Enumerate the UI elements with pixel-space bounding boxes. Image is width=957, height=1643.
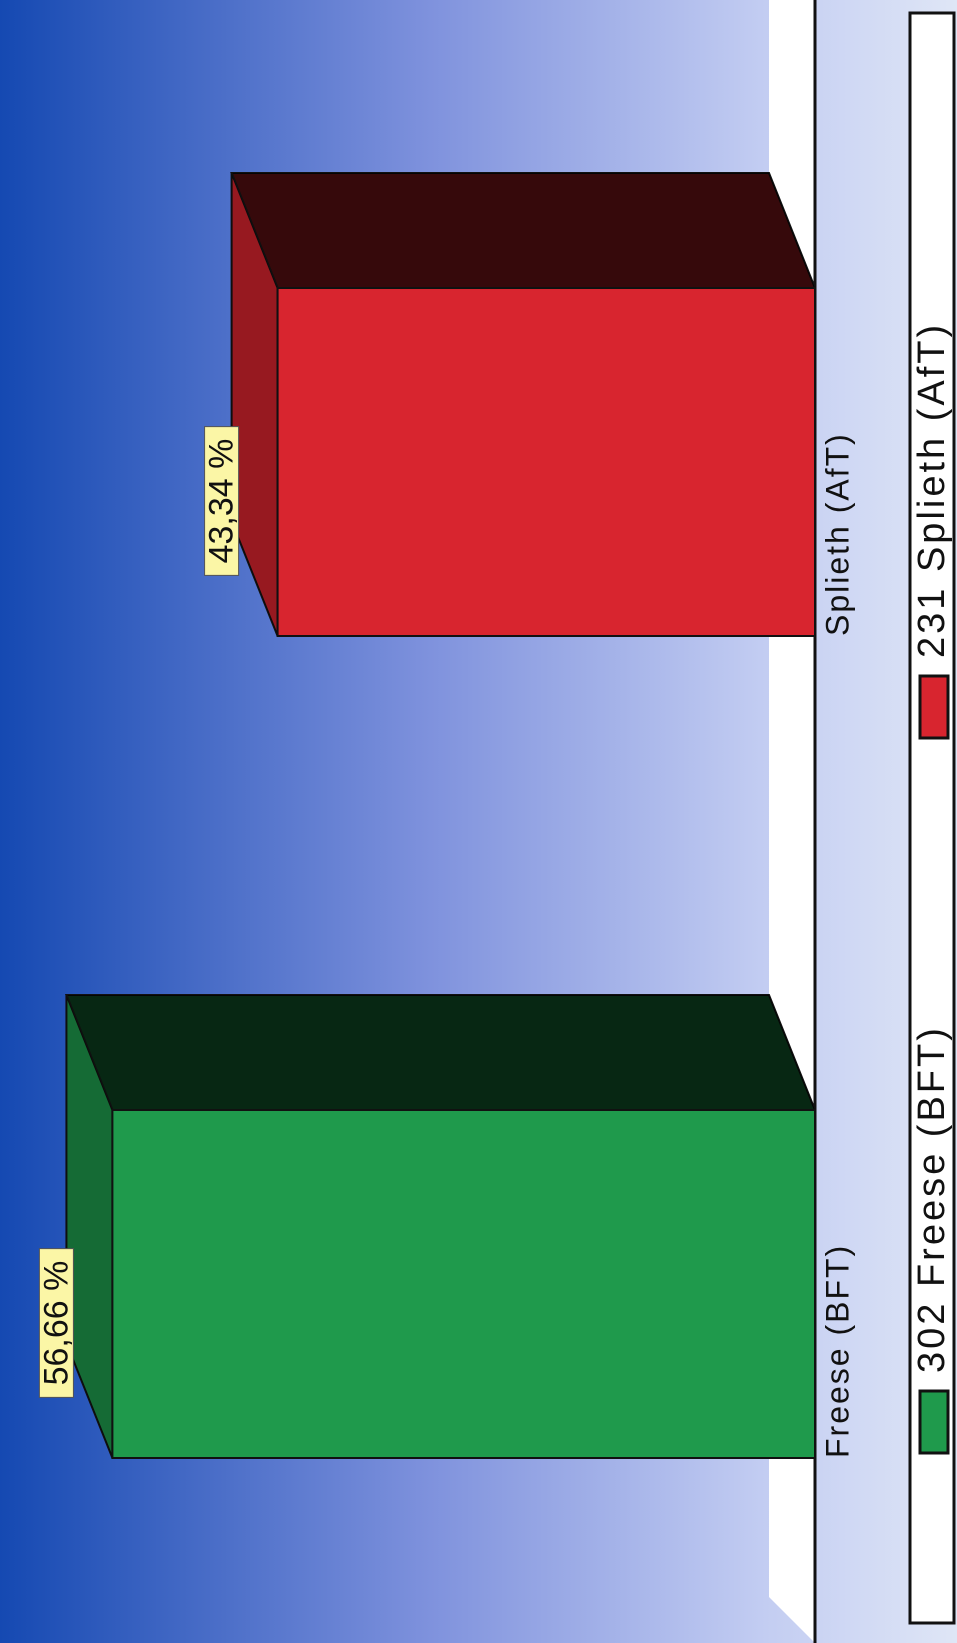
legend-label: 302 Freese (BFT) (911, 1025, 953, 1373)
x-tick-label: Freese (BFT) (819, 1244, 855, 1458)
bar (111, 1109, 816, 1459)
value-label-box (38, 1248, 74, 1398)
bar (276, 287, 817, 637)
x-tick-label: Splieth (AfT) (819, 432, 855, 636)
bar-side-shade (66, 995, 815, 1110)
legend-swatch (918, 1389, 950, 1455)
value-label-box (204, 426, 240, 576)
legend-swatch (918, 674, 950, 740)
legend-label: 231 Splieth (AfT) (911, 322, 953, 658)
value-label: 43,34 % (203, 439, 241, 564)
bar-side-shade (231, 173, 815, 288)
value-label: 56,66 % (37, 1261, 75, 1386)
legend-box (908, 11, 956, 1625)
bar-top-shade (66, 995, 113, 1458)
bar-top-shade (231, 173, 278, 636)
